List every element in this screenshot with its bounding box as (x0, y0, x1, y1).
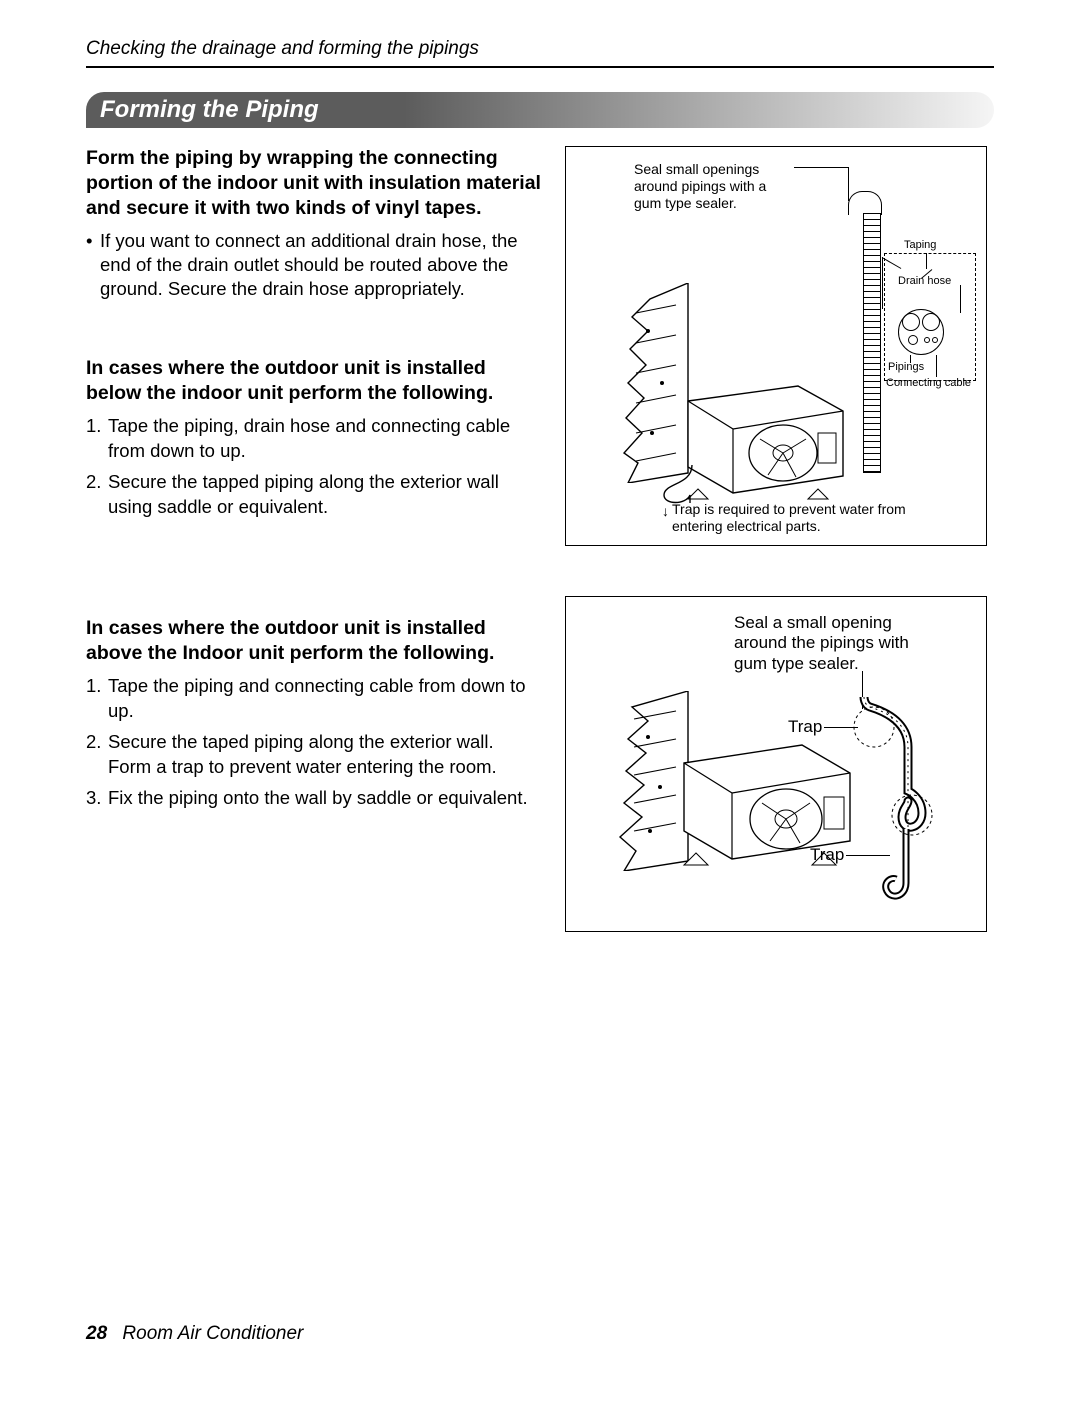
pipe-with-traps (852, 697, 942, 909)
figure-below-install: Seal small openings around pipings with … (565, 146, 987, 546)
section-title: Forming the Piping (100, 96, 319, 124)
fig2-trap-label-2: Trap (810, 845, 844, 865)
list-item: 2.Secure the tapped piping along the ext… (86, 470, 541, 520)
case-above-heading: In cases where the outdoor unit is insta… (86, 616, 541, 666)
fig1-drainhose-label: Drain hose (898, 275, 951, 288)
intro-bullet: • If you want to connect an additional d… (86, 229, 541, 301)
fig1-seal-label: Seal small openings around pipings with … (634, 161, 794, 211)
right-column: Seal small openings around pipings with … (565, 146, 994, 932)
page-number: 28 (86, 1323, 107, 1344)
fig2-seal-label: Seal a small opening around the pipings … (734, 613, 944, 674)
page-header: Checking the drainage and forming the pi… (86, 38, 994, 68)
page-footer: 28 Room Air Conditioner (86, 1323, 303, 1345)
list-item: 3.Fix the piping onto the wall by saddle… (86, 786, 541, 811)
fig1-cable-label: Connecting cable (886, 377, 971, 390)
case-below-heading: In cases where the outdoor unit is insta… (86, 356, 541, 406)
intro-bold: Form the piping by wrapping the connecti… (86, 146, 541, 221)
trap-loop (662, 465, 722, 505)
fig1-pipings-label: Pipings (888, 361, 924, 374)
section-title-bar: Forming the Piping (86, 92, 994, 128)
fig2-trap-label-1: Trap (788, 717, 822, 737)
figure-above-install: Seal a small opening around the pipings … (565, 596, 987, 932)
footer-title: Room Air Conditioner (122, 1323, 303, 1344)
fig1-trap-text: Trap is required to prevent water from e… (672, 501, 952, 535)
list-item: 1.Tape the piping and connecting cable f… (86, 674, 541, 724)
pipe-bend (848, 191, 882, 215)
taped-pipe (863, 213, 881, 473)
list-item: 2.Secure the taped piping along the exte… (86, 730, 541, 780)
left-column: Form the piping by wrapping the connecti… (86, 146, 541, 932)
list-item: 1.Tape the piping, drain hose and connec… (86, 414, 541, 464)
fig1-taping-label: Taping (904, 239, 936, 252)
